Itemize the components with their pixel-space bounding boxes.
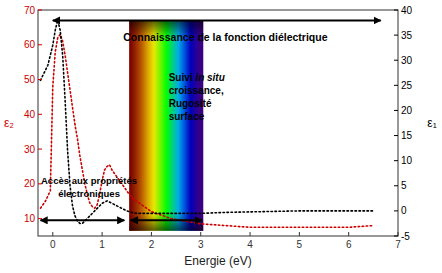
y2-tick bbox=[394, 160, 398, 161]
annotation: Connaissance de la fonction diélectrique bbox=[123, 31, 327, 43]
y-tick-label: 10 bbox=[24, 213, 36, 224]
range-arrow bbox=[131, 219, 202, 221]
x-tick-label: 5 bbox=[297, 239, 303, 250]
range-arrow bbox=[40, 219, 124, 221]
x-tick-label: 0 bbox=[50, 239, 56, 250]
y2-tick bbox=[394, 10, 398, 11]
y-tick bbox=[38, 10, 42, 11]
x-tick bbox=[52, 232, 53, 236]
y-tick bbox=[38, 149, 42, 150]
y2-tick-label: 30 bbox=[401, 55, 413, 66]
annotation: Accès aux propriétésélectroniques bbox=[41, 175, 137, 198]
spectrum-shade bbox=[129, 20, 203, 230]
x-tick bbox=[200, 232, 201, 236]
y2-tick bbox=[394, 236, 398, 237]
spectrum-shade bbox=[129, 20, 203, 230]
x-tick bbox=[398, 232, 399, 236]
y-axis-label: ε₂ bbox=[4, 116, 14, 130]
y-tick bbox=[38, 114, 42, 115]
y2-tick bbox=[394, 210, 398, 211]
x-tick-label: 6 bbox=[346, 239, 352, 250]
plot-frame bbox=[38, 10, 398, 236]
range-arrow bbox=[53, 19, 381, 21]
y-tick-label: 60 bbox=[24, 39, 36, 50]
y2-tick bbox=[394, 60, 398, 61]
y2-tick bbox=[394, 35, 398, 36]
spectrum-band bbox=[129, 20, 203, 230]
y2-tick bbox=[394, 185, 398, 186]
y2-tick-label: 40 bbox=[401, 5, 413, 16]
y2-tick-label: 10 bbox=[401, 155, 413, 166]
x-axis-label: Energie (eV) bbox=[184, 254, 251, 268]
y2-tick bbox=[394, 85, 398, 86]
x-tick-label: 1 bbox=[99, 239, 105, 250]
x-tick-label: 3 bbox=[198, 239, 204, 250]
y-tick bbox=[38, 44, 42, 45]
plot-area bbox=[40, 20, 373, 231]
series-line bbox=[40, 34, 373, 227]
y2-tick bbox=[394, 135, 398, 136]
y2-tick-label: 25 bbox=[401, 80, 413, 91]
y2-axis-label: ε₁ bbox=[427, 116, 436, 130]
y2-tick-label: 0 bbox=[401, 205, 407, 216]
y2-tick bbox=[394, 110, 398, 111]
y2-tick-label: 5 bbox=[401, 180, 407, 191]
y2-tick-label: 15 bbox=[401, 130, 413, 141]
x-tick-label: 2 bbox=[149, 239, 155, 250]
y-tick-label: 20 bbox=[24, 178, 36, 189]
annotation: Suivi in situcroissance,Rugositésurface bbox=[169, 72, 225, 122]
y-tick bbox=[38, 218, 42, 219]
x-tick bbox=[151, 232, 152, 236]
y-tick-label: 70 bbox=[24, 5, 36, 16]
x-tick bbox=[250, 232, 251, 236]
y-tick bbox=[38, 79, 42, 80]
y2-tick-label: 35 bbox=[401, 30, 413, 41]
chart: 0123456710203040506070-50510152025303540… bbox=[0, 0, 442, 273]
x-tick bbox=[348, 232, 349, 236]
y-tick-label: 40 bbox=[24, 109, 36, 120]
series-line bbox=[40, 20, 373, 223]
x-tick bbox=[299, 232, 300, 236]
x-tick-label: 4 bbox=[247, 239, 253, 250]
y-tick-label: 30 bbox=[24, 144, 36, 155]
y2-tick-label: -5 bbox=[401, 231, 410, 242]
y2-tick-label: 20 bbox=[401, 105, 413, 116]
x-tick bbox=[102, 232, 103, 236]
y-tick-label: 50 bbox=[24, 74, 36, 85]
